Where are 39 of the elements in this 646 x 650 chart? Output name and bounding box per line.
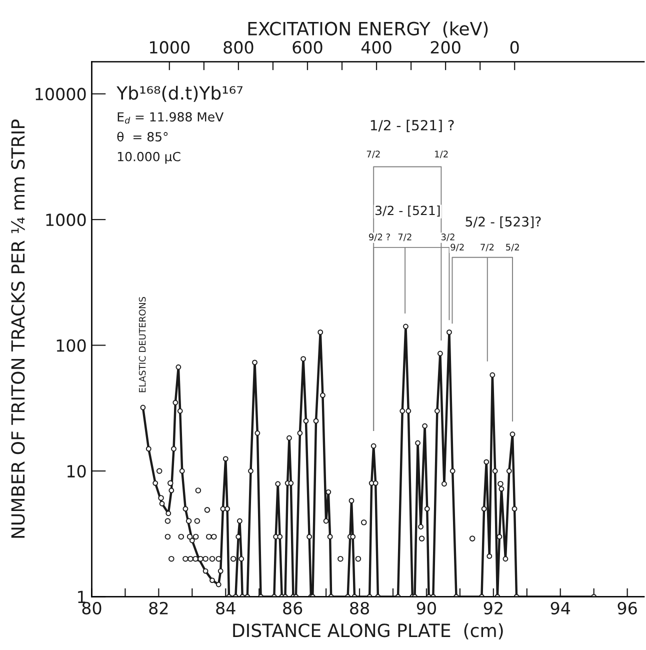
x2-tick-label: 400 [361,41,392,54]
x-tick-label: 94 [550,602,570,614]
x-tick-label: 92 [484,602,502,614]
annotation: 7/2 [480,244,494,252]
x-tick-label: 96 [618,602,637,614]
x2-tick-label: 800 [224,41,254,54]
x-tick-label: 90 [416,602,436,614]
annotation: E$_{d}$ = 11.988 MeV [118,112,224,124]
annotation: 10.000 μC [118,152,180,164]
y-axis-title: NUMBER OF TRITON TRACKS PER ¼ mm STRIP [11,120,25,538]
annotation: 1/2 - [521] ? [370,120,454,132]
annotation: Yb¹⁶⁸(d.t)Yb¹⁶⁷ [116,86,243,102]
annotation: 1/2 [435,150,448,158]
x2-axis-title: EXCITATION ENERGY (keV) [248,21,488,38]
annotation: 5/2 [506,244,519,252]
y-tick-label: 1 [78,590,86,604]
annotation: 3/2 - [521] [376,205,440,217]
annotation: 5/2 - [523]? [466,216,541,228]
annotation: 9/2 ? [368,234,390,242]
x-axis-title: DISTANCE ALONG PLATE (cm) [233,623,503,640]
x-tick-label: 86 [283,602,302,614]
x2-tick-label: 600 [292,41,322,54]
y-tick-label: 1000 [46,214,86,226]
annotation: 7/2 [366,150,380,158]
x2-tick-label: 1000 [150,41,190,54]
x-tick-label: 84 [216,602,236,614]
x-tick-label: 82 [149,602,168,614]
y-tick-label: 10000 [36,88,86,100]
annotation: θ = 85° [117,132,168,142]
annotation: 3/2 [441,234,454,242]
x-tick-label: 80 [82,602,102,614]
y-tick-label: 10 [67,464,86,478]
x2-tick-label: 200 [430,41,460,54]
x2-tick-label: 0 [510,41,519,54]
annotation: ELASTIC DEUTERONS [138,296,146,392]
y-tick-label: 100 [56,339,86,352]
annotation: 9/2 [450,244,464,252]
annotation: 7/2 [398,234,412,242]
x-tick-label: 88 [350,602,369,614]
